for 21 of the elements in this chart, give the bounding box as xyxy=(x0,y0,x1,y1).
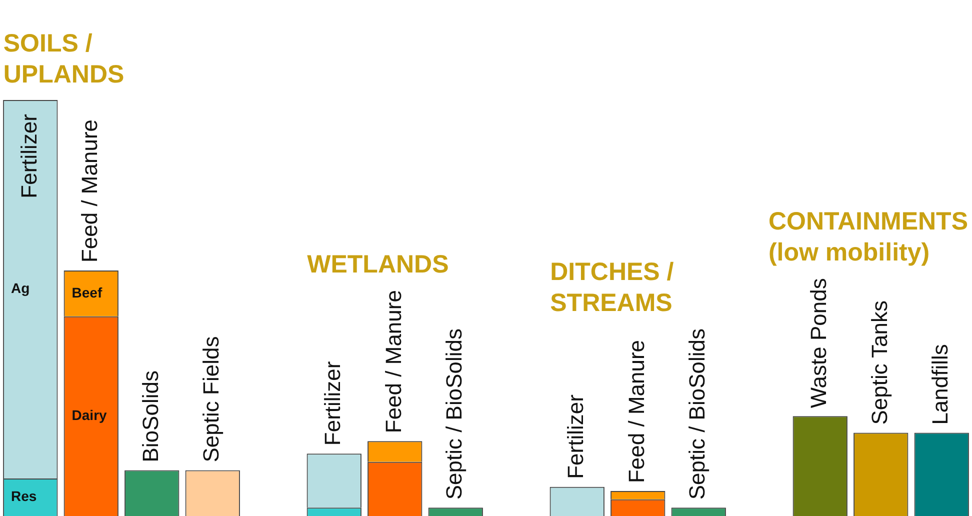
x-tick-label: Fertilizer xyxy=(16,114,42,198)
text: SOILS / UPLANDS xyxy=(3,29,124,88)
x-tick-label: Septic Fields xyxy=(198,336,224,462)
x-tick-label: Septic Tanks xyxy=(866,300,892,425)
annotation: CONTAINMENTS (low mobility) xyxy=(768,208,968,267)
x-tick-label: Septic / BioSolids xyxy=(684,328,710,500)
annotation: DITCHES / STREAMS xyxy=(550,258,674,317)
annotation: WETLANDS xyxy=(307,250,449,278)
x-tick-label: Landfills xyxy=(928,344,953,425)
x-tick-label: BioSolids xyxy=(138,370,163,462)
x-tick-label: Fertilizer xyxy=(563,394,588,479)
x-tick-label: Septic / BioSolids xyxy=(442,328,467,500)
x-tick-label: Waste Ponds xyxy=(806,278,832,408)
x-tick-label: Feed / Manure xyxy=(77,119,102,263)
series-label: Dairy xyxy=(72,407,108,424)
x-tick-label: Feed / Manure xyxy=(624,340,649,484)
series-label: Beef xyxy=(72,284,102,300)
series-label: Res xyxy=(11,488,37,504)
x-tick-label: Feed / Manure xyxy=(380,290,406,434)
x-tick-label: Fertilizer xyxy=(320,361,346,446)
series-label: Ag xyxy=(11,280,30,296)
